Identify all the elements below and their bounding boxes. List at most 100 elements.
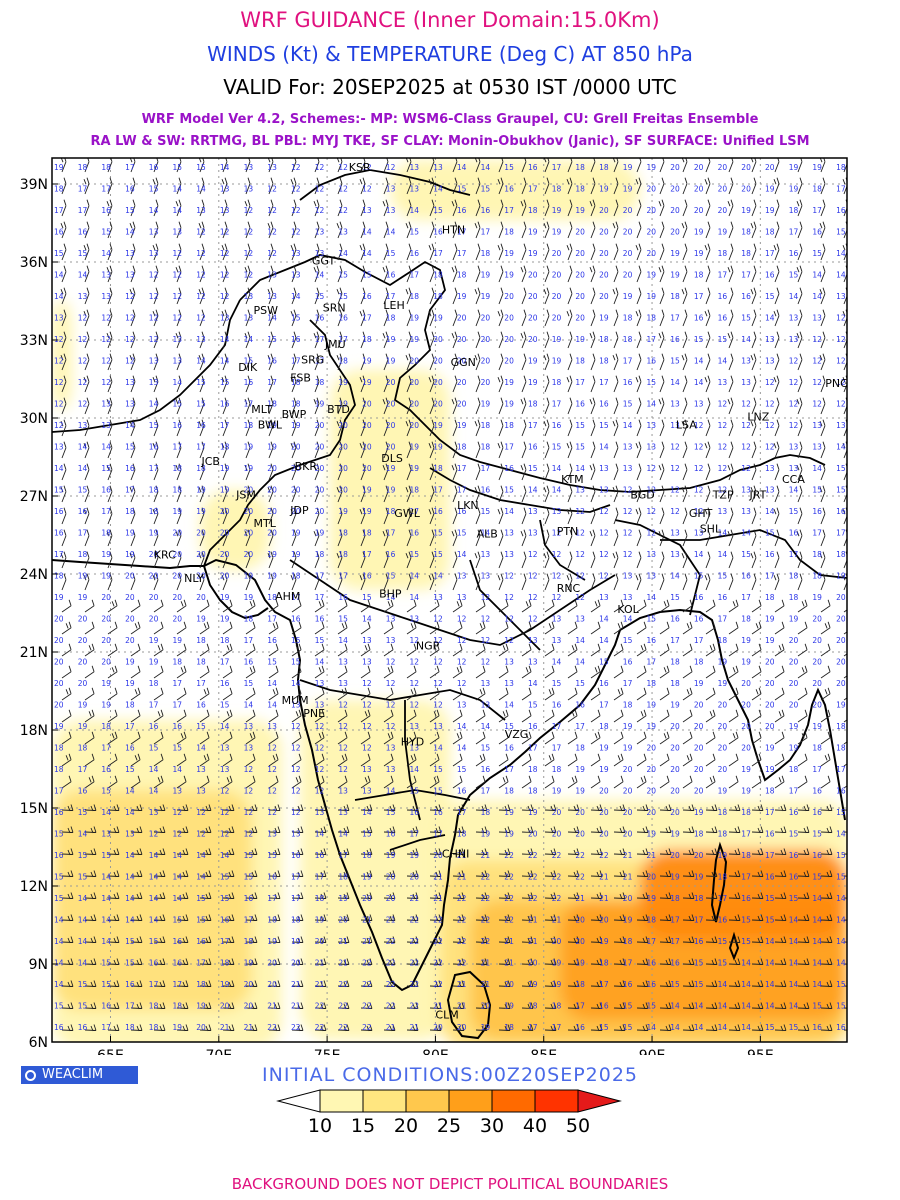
svg-text:16: 16 (362, 292, 372, 301)
svg-text:15: 15 (623, 1002, 633, 1011)
svg-text:17: 17 (647, 335, 657, 344)
svg-text:20: 20 (836, 615, 846, 624)
svg-text:18: 18 (789, 593, 799, 602)
svg-text:16: 16 (812, 851, 822, 860)
svg-text:14: 14 (196, 185, 206, 194)
city-label-bgd: BGD (630, 489, 654, 502)
svg-text:15: 15 (410, 550, 420, 559)
svg-text:16: 16 (149, 959, 159, 968)
svg-text:14: 14 (410, 206, 420, 215)
svg-text:13: 13 (338, 228, 348, 237)
svg-text:15: 15 (812, 873, 822, 882)
svg-text:14: 14 (812, 916, 822, 925)
svg-text:18: 18 (694, 271, 704, 280)
svg-text:15: 15 (149, 185, 159, 194)
svg-text:14: 14 (741, 529, 751, 538)
svg-text:17: 17 (765, 808, 775, 817)
svg-text:17: 17 (78, 529, 88, 538)
svg-text:15: 15 (125, 937, 135, 946)
svg-text:13: 13 (101, 421, 111, 430)
svg-text:14: 14 (741, 1023, 751, 1032)
lat-tick-label: 21N (20, 645, 48, 661)
svg-text:20: 20 (410, 400, 420, 409)
svg-text:14: 14 (101, 894, 111, 903)
lat-tick-label: 6N (29, 1035, 48, 1051)
svg-text:13: 13 (101, 271, 111, 280)
svg-text:22: 22 (338, 1023, 348, 1032)
svg-text:19: 19 (220, 464, 230, 473)
svg-text:12: 12 (647, 507, 657, 516)
svg-text:16: 16 (196, 701, 206, 710)
svg-text:12: 12 (220, 292, 230, 301)
svg-text:12: 12 (552, 572, 562, 581)
svg-text:16: 16 (244, 378, 254, 387)
svg-text:13: 13 (149, 357, 159, 366)
svg-text:19: 19 (244, 464, 254, 473)
svg-text:12: 12 (433, 701, 443, 710)
svg-text:13: 13 (504, 550, 514, 559)
svg-text:15: 15 (101, 959, 111, 968)
svg-text:12: 12 (386, 658, 396, 667)
svg-text:12: 12 (78, 357, 88, 366)
svg-text:21: 21 (623, 851, 633, 860)
svg-text:14: 14 (173, 851, 183, 860)
svg-text:14: 14 (125, 873, 135, 882)
svg-text:20: 20 (196, 572, 206, 581)
svg-text:12: 12 (552, 593, 562, 602)
svg-text:12: 12 (599, 529, 609, 538)
svg-text:12: 12 (173, 292, 183, 301)
svg-text:20: 20 (244, 529, 254, 538)
svg-text:19: 19 (433, 443, 443, 452)
svg-text:15: 15 (765, 529, 775, 538)
svg-text:13: 13 (552, 615, 562, 624)
svg-text:12: 12 (78, 335, 88, 344)
city-label-cca: CCA (782, 473, 805, 486)
svg-text:12: 12 (457, 636, 467, 645)
svg-text:20: 20 (315, 421, 325, 430)
svg-text:21: 21 (362, 916, 372, 925)
svg-text:18: 18 (101, 722, 111, 731)
political-lines (52, 169, 847, 851)
svg-text:12: 12 (173, 830, 183, 839)
svg-text:12: 12 (244, 228, 254, 237)
svg-text:20: 20 (481, 357, 491, 366)
svg-text:13: 13 (718, 507, 728, 516)
svg-text:16: 16 (481, 486, 491, 495)
svg-text:14: 14 (812, 292, 822, 301)
svg-text:13: 13 (789, 314, 799, 323)
svg-text:19: 19 (718, 228, 728, 237)
svg-text:15: 15 (718, 937, 728, 946)
svg-text:14: 14 (457, 163, 467, 172)
svg-text:20: 20 (78, 636, 88, 645)
svg-text:17: 17 (386, 529, 396, 538)
svg-text:19: 19 (789, 185, 799, 194)
svg-text:17: 17 (267, 615, 277, 624)
svg-text:18: 18 (836, 163, 846, 172)
svg-text:22: 22 (481, 916, 491, 925)
svg-text:16: 16 (125, 185, 135, 194)
svg-text:20: 20 (670, 808, 680, 817)
svg-text:14: 14 (54, 980, 64, 989)
svg-text:19: 19 (599, 185, 609, 194)
svg-text:14: 14 (599, 636, 609, 645)
svg-text:12: 12 (575, 550, 585, 559)
svg-text:21: 21 (481, 959, 491, 968)
svg-text:16: 16 (836, 206, 846, 215)
svg-text:20: 20 (599, 206, 609, 215)
svg-text:15: 15 (291, 314, 301, 323)
svg-text:19: 19 (765, 615, 775, 624)
svg-text:15: 15 (812, 249, 822, 258)
svg-text:13: 13 (647, 421, 657, 430)
svg-text:16: 16 (741, 292, 751, 301)
svg-text:19: 19 (789, 163, 799, 172)
svg-text:16: 16 (291, 851, 301, 860)
svg-text:21: 21 (504, 937, 514, 946)
svg-text:17: 17 (504, 206, 514, 215)
svg-text:12: 12 (694, 443, 704, 452)
valid-time: VALID For: 20SEP2025 at 0530 IST /0000 U… (223, 75, 677, 99)
svg-text:18: 18 (552, 1002, 562, 1011)
svg-text:16: 16 (315, 314, 325, 323)
svg-text:18: 18 (410, 486, 420, 495)
svg-text:16: 16 (623, 378, 633, 387)
svg-text:13: 13 (78, 421, 88, 430)
